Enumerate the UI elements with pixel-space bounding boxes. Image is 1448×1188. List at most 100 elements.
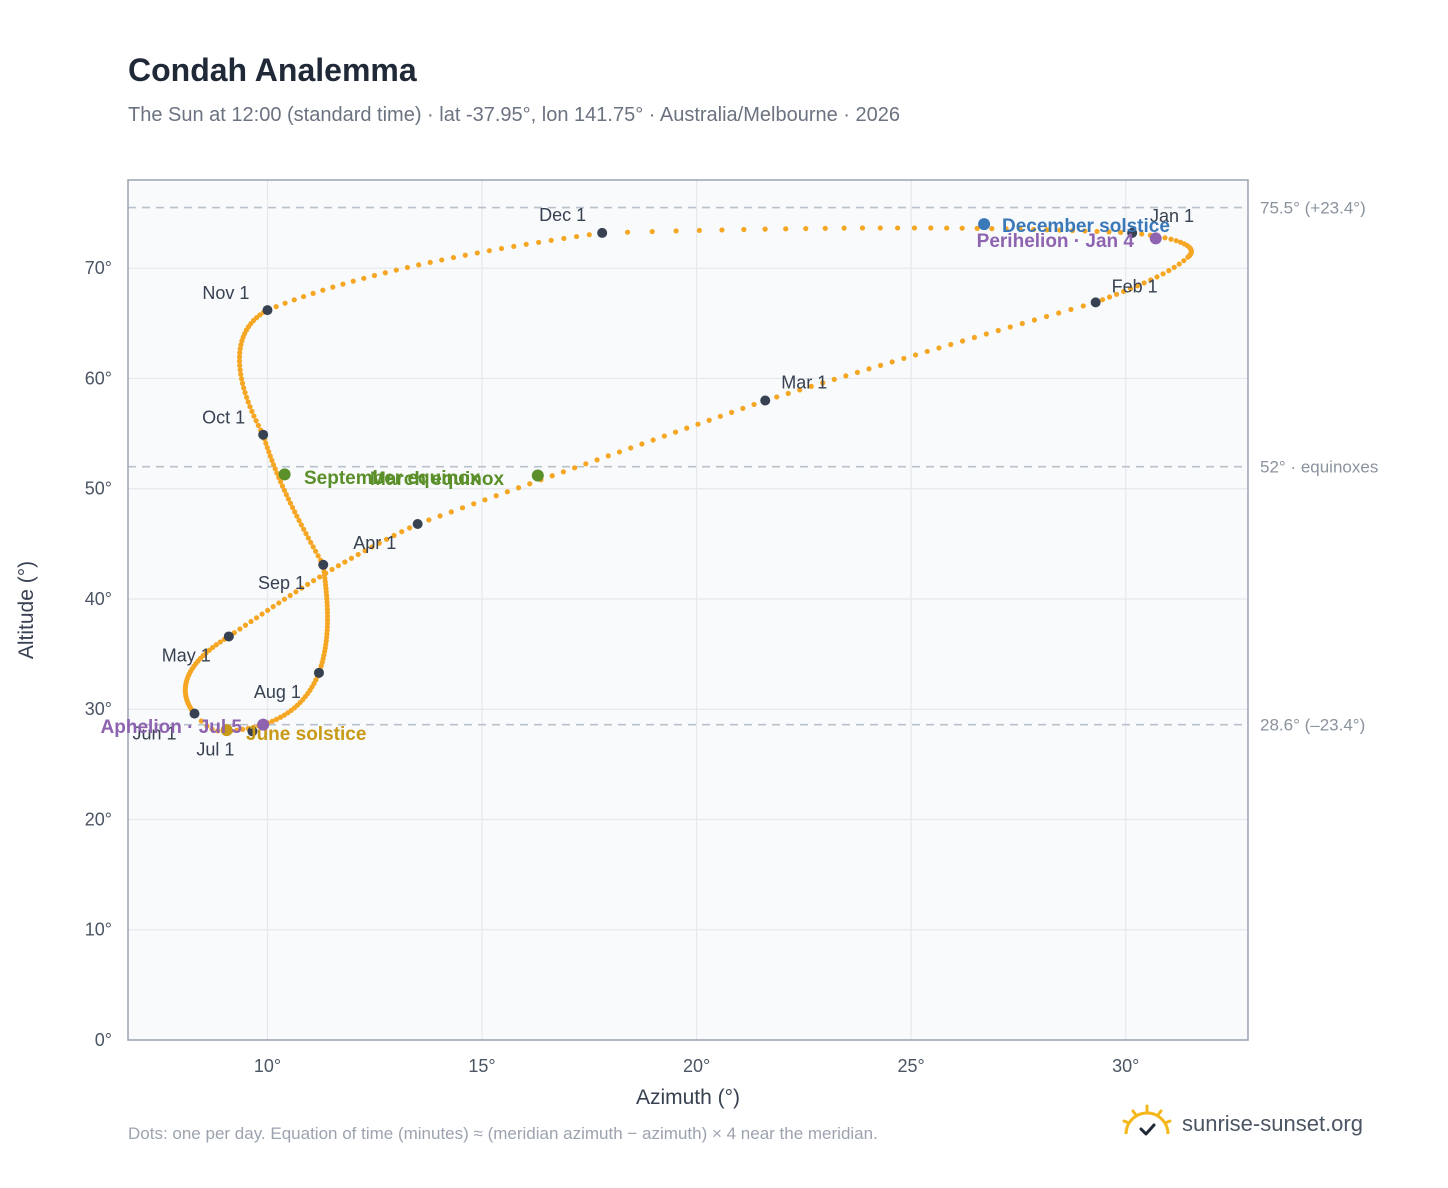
- daily-sun-dot: [594, 457, 600, 463]
- daily-sun-dot: [272, 466, 278, 472]
- daily-sun-dot: [298, 522, 304, 528]
- x-axis-label: Azimuth (°): [636, 1086, 740, 1109]
- daily-sun-dot: [369, 544, 375, 550]
- daily-sun-dot: [287, 500, 294, 506]
- month-start-dot: [1127, 227, 1138, 238]
- daily-sun-dot: [296, 517, 302, 524]
- daily-sun-dot: [355, 551, 361, 558]
- daily-sun-dot: [238, 371, 244, 377]
- event-label: Aphelion · Jul 5: [101, 717, 243, 738]
- daily-sun-dot: [624, 229, 631, 235]
- daily-sun-dot: [264, 444, 270, 451]
- daily-sun-dot: [1185, 254, 1191, 260]
- month-start-dot: [412, 519, 423, 529]
- daily-sun-dot: [291, 297, 297, 303]
- daily-sun-dot: [249, 408, 255, 414]
- daily-sun-dot: [371, 272, 378, 279]
- daily-sun-dot: [245, 399, 251, 405]
- daily-sun-dot: [236, 358, 243, 364]
- daily-sun-dot: [269, 457, 275, 463]
- daily-sun-dot: [803, 225, 809, 232]
- month-start-markers: Jan 1 Feb 1 Mar 1 Apr 1 May 1 Jun 1 Jul 1 Aug 1…: [132, 205, 1194, 759]
- daily-sun-dot: [995, 327, 1001, 334]
- month-start-label: May 1: [162, 645, 211, 665]
- daily-sun-dot: [273, 716, 280, 722]
- daily-sun-dot: [209, 726, 215, 732]
- daily-sun-dot: [523, 241, 529, 247]
- daily-sun-dot: [583, 461, 589, 467]
- daily-sun-dot: [1031, 317, 1037, 323]
- y-tick-label: 50°: [85, 479, 112, 499]
- daily-sun-dot: [729, 409, 735, 415]
- daily-sun-dot: [342, 559, 348, 565]
- daily-sun-dot: [310, 544, 316, 550]
- daily-sun-dot: [407, 525, 413, 531]
- daily-sun-dot: [391, 532, 397, 539]
- daily-sun-dot: [236, 354, 243, 360]
- month-start-label: Jun 1: [132, 724, 176, 744]
- daily-sun-dot: [695, 421, 701, 427]
- daily-sun-dot: [762, 226, 768, 232]
- month-start-dot: [318, 559, 329, 570]
- month-start-label: Jul 1: [196, 739, 234, 759]
- daily-sun-dot: [335, 563, 341, 569]
- daily-sun-dot: [983, 331, 989, 337]
- daily-sun-dot: [1069, 227, 1076, 234]
- daily-sun-dot: [822, 225, 828, 231]
- daily-sun-dot: [841, 225, 847, 231]
- daily-sun-dot: [1118, 229, 1124, 236]
- daily-sun-dot: [279, 483, 286, 489]
- daily-sun-dot: [393, 267, 399, 273]
- daily-sun-dot: [1019, 320, 1025, 327]
- daily-sun-dot: [198, 718, 204, 724]
- daily-sun-dot: [560, 469, 567, 475]
- month-start-dot: [760, 395, 771, 406]
- daily-sun-dot: [383, 536, 390, 542]
- month-start-label: Feb 1: [1112, 276, 1158, 296]
- daily-sun-dot: [277, 479, 284, 485]
- month-start-dot: [223, 631, 234, 642]
- daily-sun-dot: [572, 465, 578, 471]
- month-start-dot: [262, 305, 273, 316]
- daily-sun-dot: [285, 496, 291, 502]
- x-tick-label: 15°: [468, 1056, 495, 1076]
- daily-sun-dot: [1176, 261, 1182, 267]
- event-label: December solstice: [1002, 216, 1170, 237]
- daily-sun-dot: [1166, 268, 1172, 274]
- daily-sun-dot: [313, 548, 319, 554]
- daily-sun-dot: [237, 362, 243, 369]
- daily-sun-dot: [376, 540, 382, 546]
- daily-sun-dot: [1031, 226, 1037, 233]
- daily-sun-dot: [267, 453, 273, 459]
- reference-lines: 75.5° (+23.4°) 52° · equinoxes 28.6° (–23.…: [128, 199, 1378, 735]
- y-axis-ticks: 0° 10° 20° 30° 40° 50° 60° 70°: [85, 258, 112, 1050]
- daily-sun-dot: [877, 362, 884, 368]
- daily-sun-dot: [486, 248, 492, 254]
- daily-sun-dot: [266, 449, 272, 455]
- month-start-dot: [247, 726, 258, 737]
- daily-sun-dot: [971, 334, 978, 341]
- daily-sun-dot: [242, 390, 248, 396]
- x-tick-label: 25°: [898, 1056, 925, 1076]
- daily-sun-dot: [330, 284, 336, 290]
- y-tick-label: 20°: [85, 809, 112, 829]
- daily-sun-dot: [277, 714, 284, 720]
- daily-sun-dot: [649, 228, 655, 235]
- brand[interactable]: sunrise-sunset.org: [1120, 1104, 1363, 1144]
- daily-sun-dot: [362, 548, 368, 554]
- daily-sun-dot: [239, 380, 246, 386]
- reference-line-label: 52° · equinoxes: [1260, 458, 1378, 477]
- daily-sun-dot: [243, 394, 250, 400]
- daily-sun-dot: [240, 726, 246, 732]
- daily-sun-dot: [820, 380, 826, 386]
- daily-sun-dot: [561, 235, 567, 242]
- daily-sun-dot: [672, 429, 679, 435]
- daily-sun-dot: [706, 417, 712, 423]
- daily-sun-dot: [317, 574, 323, 580]
- daily-sun-dot: [895, 225, 901, 231]
- daily-sun-dot: [474, 250, 480, 256]
- daily-sun-dot: [912, 352, 919, 358]
- daily-sun-dot: [270, 462, 277, 468]
- daily-sun-dot: [974, 225, 980, 231]
- daily-sun-dot: [959, 338, 966, 344]
